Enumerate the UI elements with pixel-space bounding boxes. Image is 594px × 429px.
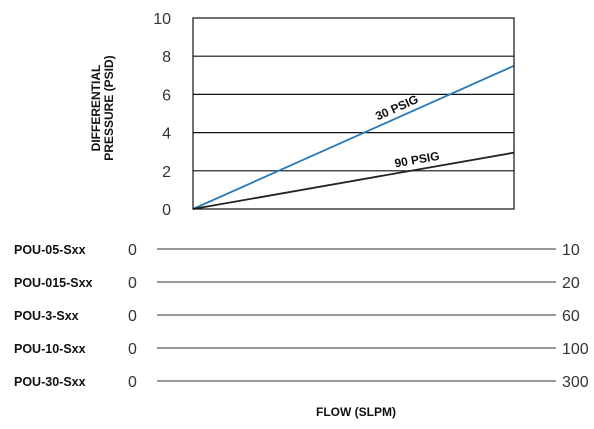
scale-min: 0 <box>128 341 137 358</box>
model-label: POU-10-Sxx <box>14 342 86 356</box>
scale-max: 60 <box>562 308 580 325</box>
scale-min: 0 <box>128 275 137 292</box>
y-axis-title-line-1: DIFFERENTIAL <box>89 65 103 152</box>
flow-scale-row: POU-015-Sxx 0 20 <box>14 275 580 292</box>
scale-min: 0 <box>128 242 137 259</box>
plot-frame <box>192 17 515 210</box>
scale-min: 0 <box>128 374 137 391</box>
series-layer <box>192 64 515 210</box>
y-tick-label: 8 <box>162 49 171 66</box>
model-label: POU-015-Sxx <box>14 276 93 290</box>
flow-scale-row: POU-10-Sxx 0 100 <box>14 341 589 358</box>
y-tick-label: 4 <box>162 126 171 143</box>
model-label: POU-30-Sxx <box>14 375 86 389</box>
y-tick-label: 2 <box>162 164 171 181</box>
scale-max: 10 <box>562 242 580 259</box>
scale-max: 20 <box>562 275 580 292</box>
flow-scale-row: POU-05-Sxx 0 10 <box>14 242 580 259</box>
flow-scale-row: POU-3-Sxx 0 60 <box>14 308 580 325</box>
series-line <box>192 64 515 210</box>
x-axis-title: FLOW (SLPM) <box>316 405 396 419</box>
flow-scale-row: POU-30-Sxx 0 300 <box>14 374 589 391</box>
scale-max: 300 <box>562 374 589 391</box>
scale-min: 0 <box>128 308 137 325</box>
y-tick-label: 6 <box>162 87 171 104</box>
series-line <box>192 151 515 210</box>
y-tick-label: 0 <box>162 202 171 219</box>
model-label: POU-3-Sxx <box>14 309 79 323</box>
y-tick-label: 10 <box>153 11 171 28</box>
y-axis-title-line-2: PRESSURE (PSID) <box>102 55 116 160</box>
grid-layer <box>193 55 514 172</box>
model-label: POU-05-Sxx <box>14 243 86 257</box>
scale-max: 100 <box>562 341 589 358</box>
y-tick-labels: 0 2 4 6 8 10 <box>153 11 171 219</box>
